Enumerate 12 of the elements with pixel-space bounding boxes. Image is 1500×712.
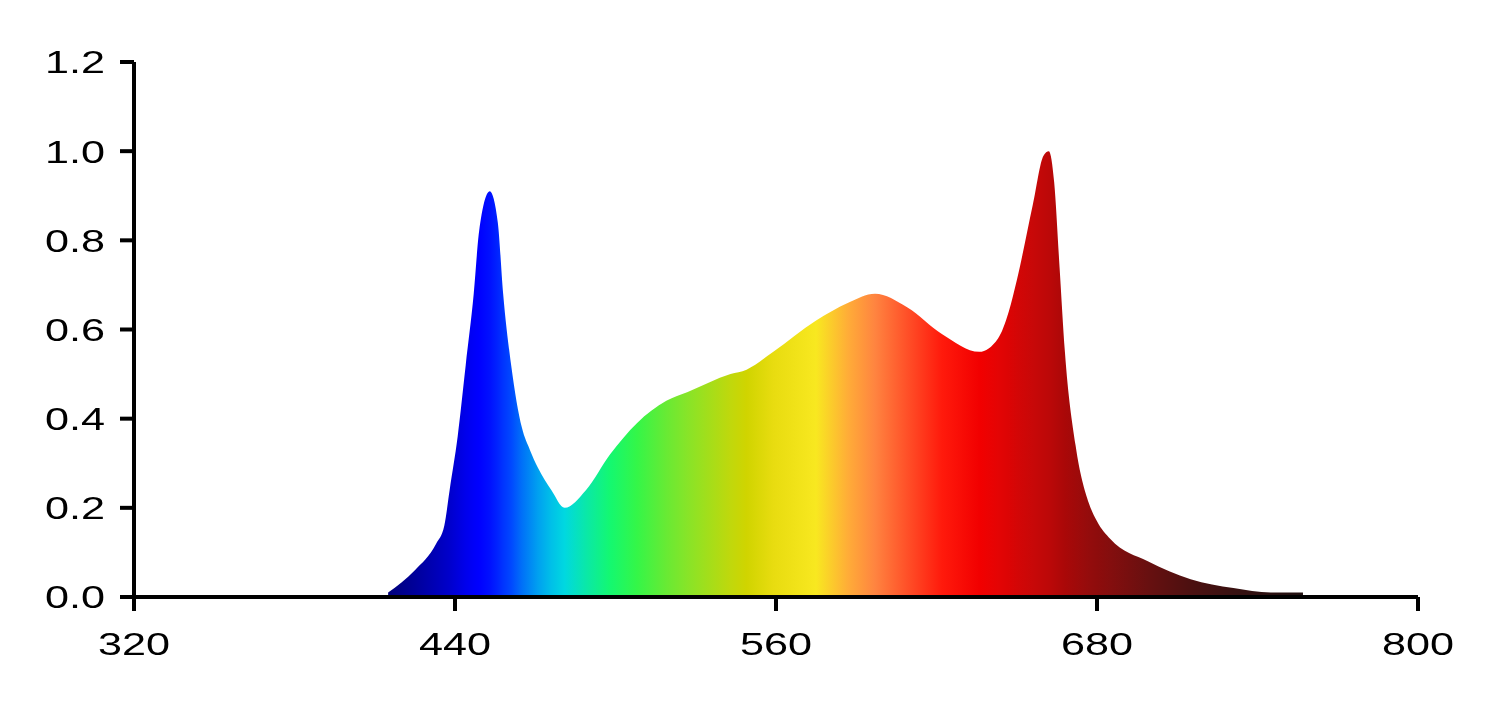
x-tick-label: 680: [1060, 626, 1134, 662]
y-tick-label: 0.4: [44, 401, 105, 437]
y-tick-label: 0.8: [44, 223, 105, 259]
x-tick-label: 320: [97, 626, 171, 662]
y-tick-label: 1.0: [44, 133, 105, 170]
x-tick-label: 560: [739, 626, 813, 662]
y-tick-label: 0.2: [44, 490, 105, 526]
x-tick-label: 800: [1381, 626, 1455, 662]
y-tick-label: 0.0: [44, 579, 105, 616]
y-tick-label: 0.6: [44, 312, 105, 348]
x-tick-label: 440: [418, 626, 492, 662]
y-tick-label: 1.2: [44, 44, 105, 81]
